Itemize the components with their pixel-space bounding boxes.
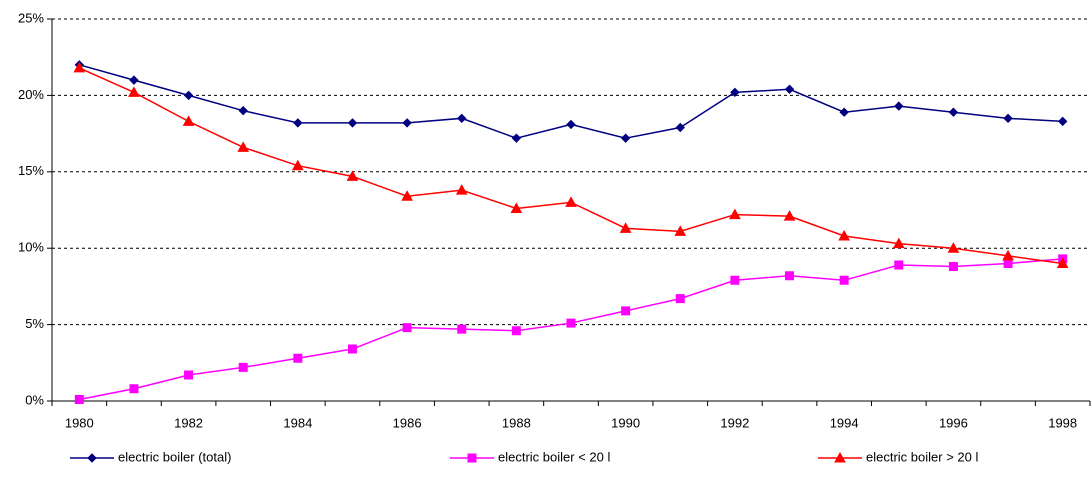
marker <box>838 229 851 241</box>
marker <box>457 113 467 124</box>
marker <box>619 222 632 233</box>
marker <box>947 242 960 253</box>
marker <box>730 275 740 285</box>
x-tick-label: 1986 <box>393 415 422 430</box>
marker <box>894 260 904 270</box>
marker <box>128 86 140 97</box>
marker <box>675 122 685 133</box>
marker <box>834 451 846 463</box>
marker <box>566 119 576 130</box>
marker <box>457 324 467 334</box>
marker <box>674 225 687 236</box>
marker <box>183 90 194 101</box>
marker <box>347 344 357 354</box>
series-line <box>79 67 1063 265</box>
y-tick-label: 15% <box>18 163 44 178</box>
marker <box>894 101 904 111</box>
marker <box>291 159 304 171</box>
legend-label: electric boiler (total) <box>118 449 231 464</box>
marker <box>1003 113 1013 124</box>
x-tick-label: 1980 <box>65 415 94 430</box>
marker <box>184 370 194 380</box>
marker <box>74 394 84 404</box>
marker <box>839 275 849 285</box>
marker <box>948 262 958 272</box>
marker <box>510 202 523 213</box>
marker <box>1057 116 1068 127</box>
y-tick-label: 0% <box>25 392 44 407</box>
marker <box>73 61 86 73</box>
marker <box>621 306 631 316</box>
marker <box>87 453 97 463</box>
marker <box>620 133 631 143</box>
marker <box>346 170 359 181</box>
x-tick-label: 1998 <box>1048 415 1077 430</box>
marker <box>238 362 248 372</box>
marker <box>1002 249 1014 261</box>
marker <box>402 323 412 333</box>
marker <box>467 453 477 463</box>
marker <box>839 107 849 117</box>
marker <box>238 105 248 116</box>
marker <box>347 118 358 128</box>
marker <box>237 141 250 152</box>
marker <box>129 75 139 85</box>
marker <box>566 318 576 328</box>
x-tick-label: 1984 <box>283 415 312 430</box>
legend-label: electric boiler < 20 l <box>498 449 610 464</box>
marker <box>729 208 741 220</box>
marker <box>784 84 795 94</box>
marker <box>293 118 303 128</box>
marker <box>948 107 959 117</box>
x-tick-label: 1992 <box>720 415 749 430</box>
marker <box>455 184 468 195</box>
x-tick-label: 1996 <box>939 415 968 430</box>
marker <box>1056 257 1069 268</box>
marker <box>182 115 195 126</box>
marker <box>730 87 740 98</box>
series-line <box>79 258 1063 401</box>
marker <box>565 196 577 207</box>
marker <box>511 133 522 143</box>
marker <box>785 271 795 281</box>
y-tick-label: 5% <box>25 316 44 331</box>
marker <box>402 118 412 128</box>
marker <box>401 190 413 201</box>
marker <box>129 384 139 394</box>
y-tick-label: 20% <box>18 87 44 102</box>
marker <box>293 353 303 363</box>
x-tick-label: 1988 <box>502 415 531 430</box>
legend-label: electric boiler > 20 l <box>866 449 978 464</box>
x-tick-label: 1990 <box>611 415 640 430</box>
y-tick-label: 10% <box>18 240 44 255</box>
x-tick-label: 1982 <box>174 415 203 430</box>
x-tick-label: 1994 <box>830 415 859 430</box>
marker <box>1003 258 1013 268</box>
marker <box>783 210 796 221</box>
marker <box>892 237 905 249</box>
y-tick-label: 25% <box>18 10 44 25</box>
marker <box>511 326 521 336</box>
marker <box>675 294 685 304</box>
